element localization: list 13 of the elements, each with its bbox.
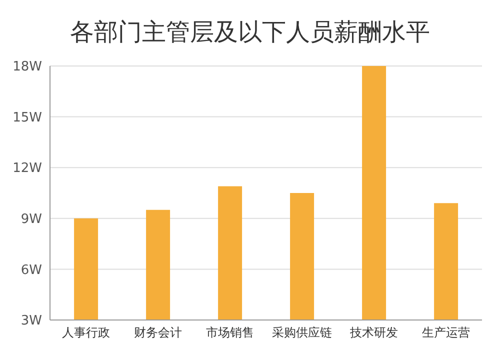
x-tick-label: 生产运营 — [422, 326, 470, 340]
x-tick-label: 市场销售 — [206, 326, 254, 340]
y-tick-label: 12W — [12, 161, 42, 176]
x-tick-label: 采购供应链 — [272, 326, 332, 340]
y-tick-label: 6W — [20, 262, 42, 278]
y-tick-label: 3W — [20, 314, 42, 329]
y-tick-label: 15W — [12, 110, 42, 126]
x-tick-label: 财务会计 — [134, 326, 182, 340]
y-tick-label: 18W — [12, 60, 42, 75]
y-tick-label: 9W — [20, 212, 42, 228]
x-tick-label: 人事行政 — [62, 326, 110, 340]
chart-title: 各部门主管层及以下人员薪酬水平 — [69, 17, 431, 48]
x-tick-label: 技术研发 — [349, 326, 398, 340]
